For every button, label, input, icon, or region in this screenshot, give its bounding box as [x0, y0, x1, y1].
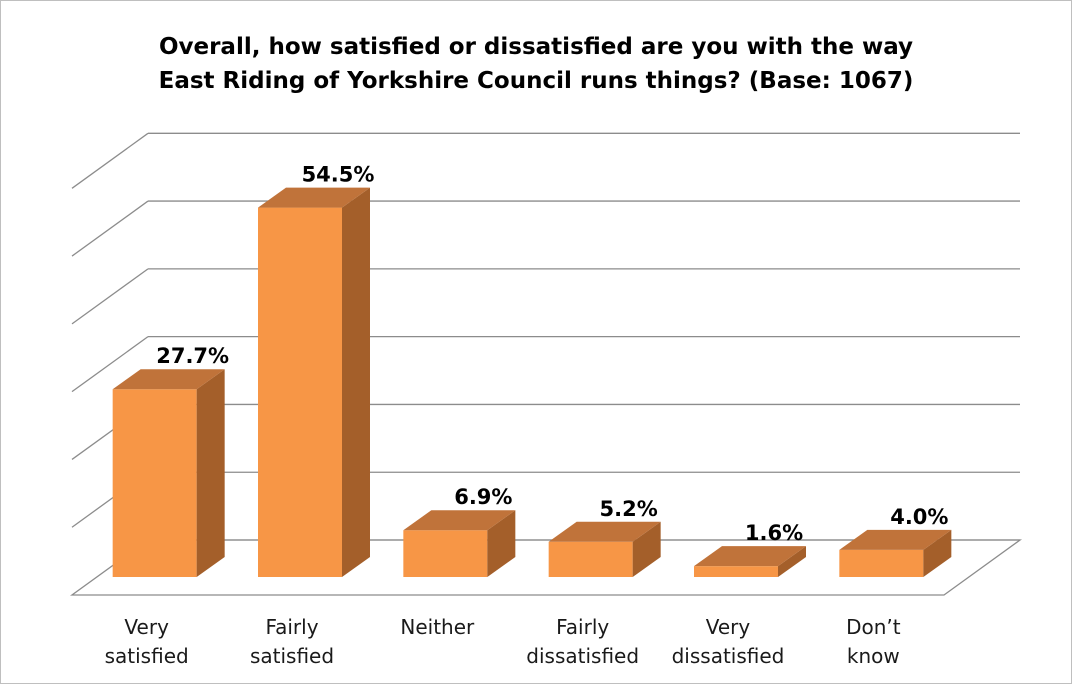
data-label: 54.5% [302, 163, 375, 187]
data-label: 4.0% [890, 505, 948, 529]
category-label: dissatisfied [526, 644, 639, 668]
bar-front [403, 530, 488, 577]
bar [258, 187, 370, 577]
bar-top [839, 529, 952, 550]
data-label: 1.6% [745, 521, 803, 545]
data-label: 27.7% [156, 344, 229, 368]
bar-front [694, 566, 778, 577]
gridline-side [71, 336, 149, 393]
category-label: dissatisfied [672, 644, 785, 668]
bar-top [694, 546, 806, 567]
gridline-side [71, 200, 149, 257]
data-label: 5.2% [600, 497, 658, 521]
bar-front [839, 549, 924, 577]
bars-layer [112, 187, 952, 577]
category-label: satisfied [105, 644, 189, 668]
bar-side [487, 510, 516, 577]
bar-side [342, 187, 370, 577]
bar [548, 521, 661, 577]
bar-side [778, 546, 806, 577]
data-label: 6.9% [454, 485, 512, 509]
labels-layer: 27.7% Very satisfied 54.5% Fairly satisfied 6.… [105, 163, 949, 668]
bar [694, 546, 806, 577]
category-label: Very [124, 615, 169, 639]
chart-title-line-2: East Riding of Yorkshire Council runs th… [158, 68, 914, 94]
bar-side [196, 369, 225, 577]
category-label: Neither [400, 615, 475, 639]
category-label: Don’t [846, 615, 901, 639]
category-label: know [847, 644, 900, 668]
category-label: Fairly [556, 615, 609, 639]
gridline-side [71, 132, 149, 189]
bar [403, 510, 516, 577]
gridline-side [71, 268, 149, 325]
bar-top [548, 521, 661, 542]
bar-front [112, 389, 197, 577]
bar [112, 369, 225, 577]
chart-title: Overall, how satisfied or dissatisfied a… [0, 30, 1072, 98]
bar-front [548, 541, 633, 577]
bar-top [258, 187, 370, 208]
category-label: satisfied [250, 644, 334, 668]
bar [839, 529, 952, 577]
category-label: Very [706, 615, 751, 639]
bar-top [403, 510, 516, 531]
bar-top [112, 369, 225, 390]
category-label: Fairly [265, 615, 318, 639]
bar-side [923, 529, 952, 577]
bar-front [258, 207, 342, 577]
chart-title-line-1: Overall, how satisfied or dissatisfied a… [158, 34, 914, 60]
bar-side [632, 521, 661, 577]
